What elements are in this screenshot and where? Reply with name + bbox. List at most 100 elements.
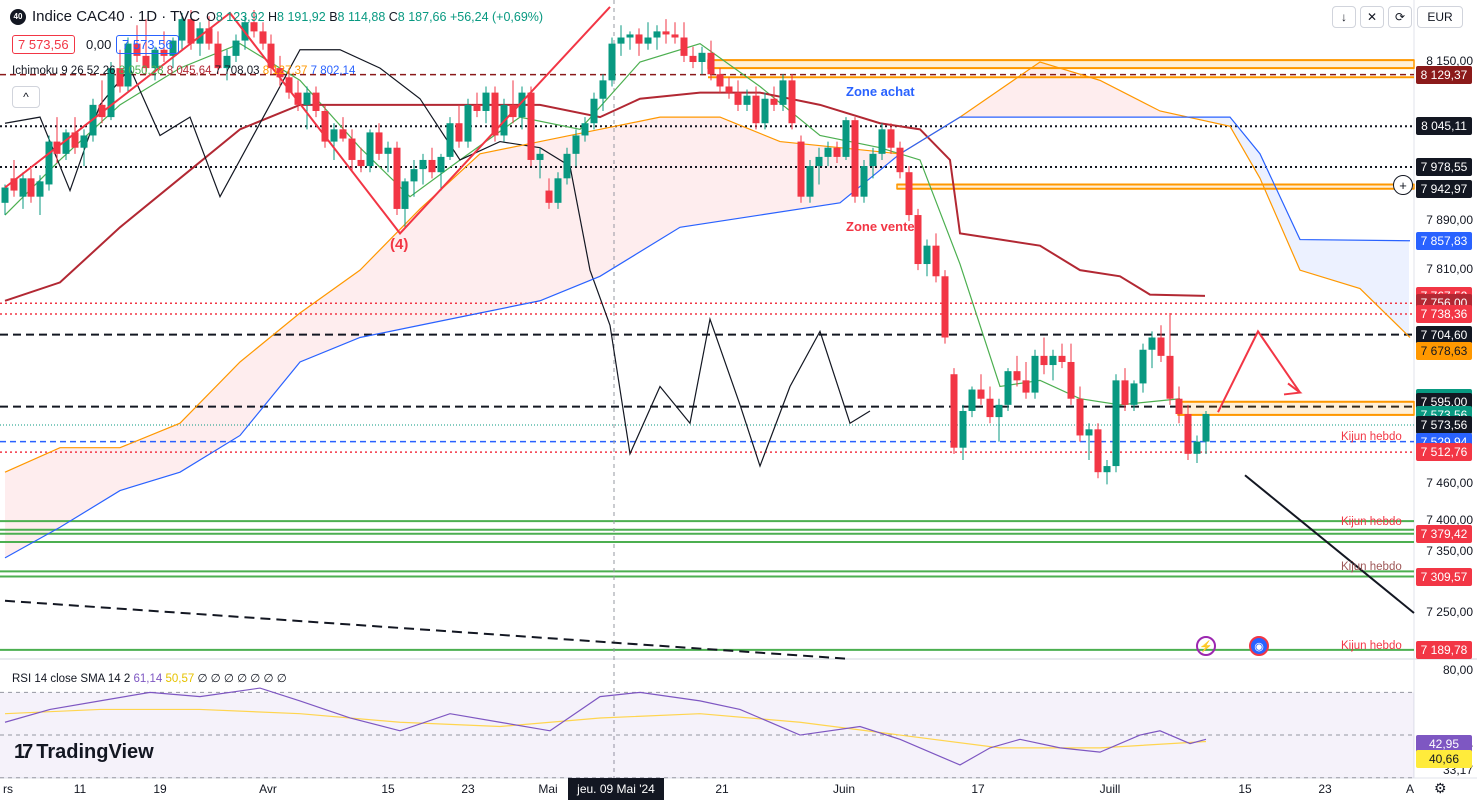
candle-body [968,389,976,411]
candle-body [473,104,481,111]
candle-body [770,98,778,105]
price-tag: 7 512,76 [1416,443,1472,462]
candle-body [1085,429,1093,436]
candle-body [635,34,643,44]
zone-achat-label[interactable]: Zone achat [846,84,915,99]
ohlc-low: 8 114,88 [337,9,386,24]
candle-body [107,68,115,118]
candle-body [393,147,401,209]
candle-body [187,19,195,44]
add-alert-plus-icon[interactable]: + [1393,175,1413,195]
time-axis-label: 11 [73,782,87,796]
candle-body [1076,398,1084,436]
economic-event-icon[interactable]: ◉ [1249,636,1269,656]
candle-body [887,129,895,148]
candle-body [518,92,526,118]
elliott-wave-line [4,6,611,235]
buy-price-button[interactable]: 7 573,56 [116,35,179,54]
candle-body [36,181,44,197]
currency-button[interactable]: EUR [1417,6,1463,28]
price-tag: 8 045,11 [1416,117,1472,136]
rsi-line [4,687,1207,766]
kijun-hebdo-label[interactable]: Kijun hebdo [1341,431,1402,443]
ichimoku-chikou-value: 7 708,03 [214,65,260,77]
candle-body [294,92,302,105]
candle-body [312,92,320,111]
rsi-legend[interactable]: RSI 14 close SMA 14 2 61,14 50,57 ∅ ∅ ∅ … [12,671,287,685]
candle-body [98,104,106,118]
price-tag: 7 978,55 [1416,157,1472,176]
candle-body [527,92,535,160]
candle-body [653,31,661,38]
symbol-title[interactable]: Indice CAC40 · 1D · TVC [32,8,201,25]
candle-body [644,37,652,44]
candle-body [1193,441,1201,454]
price-tag: 7 704,60 [1416,325,1472,344]
candle-body [806,166,814,197]
candle-body [303,92,311,105]
down-trend-line [1244,474,1415,614]
series-line-chikou [4,49,871,468]
candle-body [752,95,760,124]
ichimoku-cloud-area [1189,117,1409,337]
collapse-legend-button[interactable]: ^ [12,86,40,108]
zone-vente-label[interactable]: Zone vente [846,219,915,234]
symbol-logo-icon: 40 [10,8,26,25]
candle-body [124,43,132,87]
time-axis-label: 15 [381,782,395,796]
candle-body [214,43,222,69]
candle-body [1022,380,1030,393]
time-axis-label: 23 [461,782,475,796]
candle-body [357,159,365,167]
time-axis-label: 17 [971,782,985,796]
candle-body [464,104,472,142]
kijun-hebdo-label[interactable]: Kijun hebdo [1341,516,1402,528]
ohlc-values: O8 123,92 H8 191,92 B8 114,88 C8 187,66 … [206,10,543,24]
candle-body [626,34,634,38]
price-tag: 8 129,37 [1416,65,1472,84]
rsi-value: 61,14 [133,673,163,685]
kijun-hebdo-label[interactable]: Kijun hebdo [1341,640,1402,652]
candle-body [572,135,580,154]
ichimoku-legend[interactable]: Ichimoku 9 26 52 26 8 050,28 8 045,64 7 … [12,65,355,77]
candle-body [1139,349,1147,384]
candle-body [554,178,562,203]
lightning-event-icon[interactable]: ⚡ [1196,636,1216,656]
projection-arrow [1217,329,1301,413]
candle-body [1130,383,1138,405]
arrow-down-icon[interactable]: ↓ [1332,6,1356,28]
ohlc-close-key: C [388,9,398,24]
collapse-icon[interactable]: ✕ [1360,6,1384,28]
candle-body [680,37,688,56]
candle-body [725,86,733,93]
candle-body [205,28,213,44]
candle-body [743,95,751,105]
candle-body [401,181,409,209]
candle-body [339,129,347,139]
sell-price-button[interactable]: 7 573,56 [12,35,75,54]
candle-body [482,92,490,111]
series-line-span-b [4,116,1411,559]
candle-body [761,98,769,124]
time-axis-label: Mai [538,782,558,796]
settings-gear-icon[interactable]: ⚙ [1434,780,1447,796]
zone-vente-rect [896,183,1415,190]
time-axis-label: rs [3,782,13,796]
ichimoku-spanB-value: 7 802,14 [310,65,356,77]
kijun-hebdo-label[interactable]: Kijun hebdo [1341,561,1402,573]
reset-icon[interactable]: ⟳ [1388,6,1412,28]
candle-body [10,178,18,191]
rsi-extra-values: ∅ ∅ ∅ ∅ ∅ ∅ ∅ [197,673,287,685]
candle-body [599,80,607,99]
candle-body [437,156,445,173]
candle-body [779,80,787,105]
candle-body [1202,414,1210,442]
candle-body [869,153,877,167]
price-tag: 7 573,56 [1416,416,1472,435]
candle-body [1040,355,1048,366]
candle-body [977,389,985,399]
wave-4-label[interactable]: (4) [390,236,409,253]
candle-body [824,147,832,157]
candle-body [959,410,967,448]
